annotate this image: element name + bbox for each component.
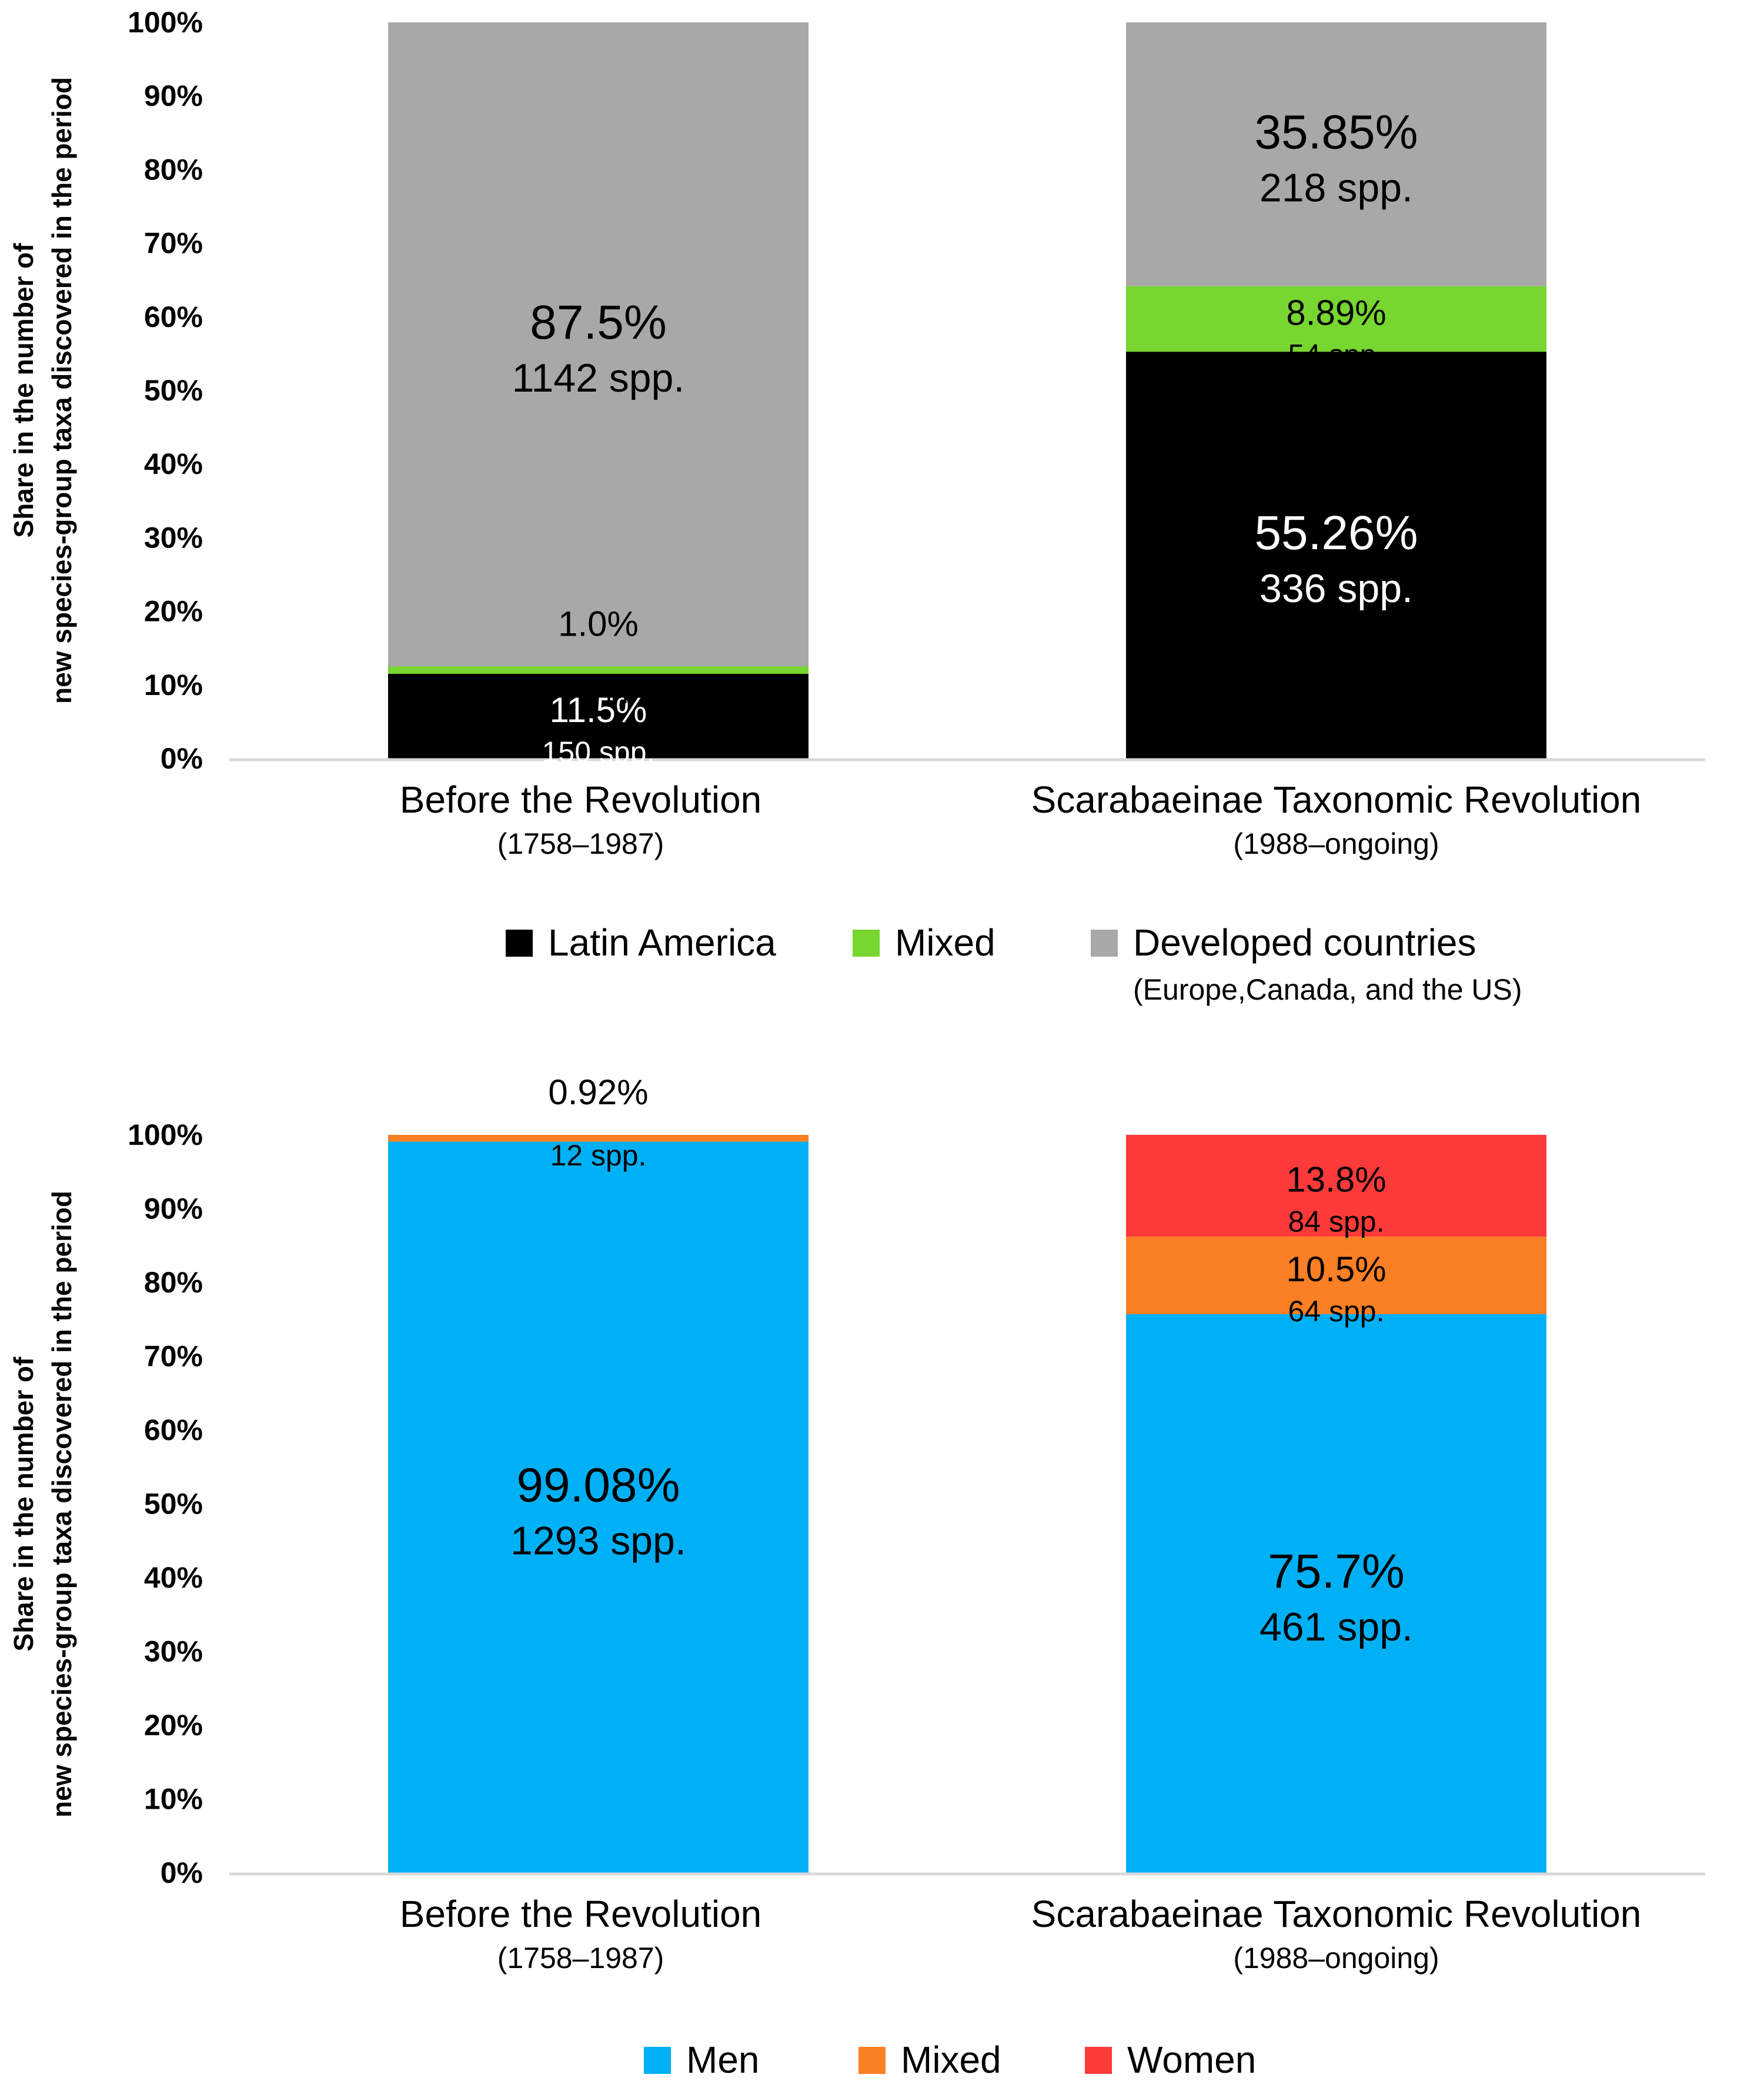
legend-label: Latin America [548,921,776,964]
legend-label: Mixed [901,2039,1001,2081]
legend-swatch [1085,2047,1112,2074]
y-tick-label: 60% [144,300,203,333]
bar-segment [1126,1237,1546,1314]
data-label-species: 1293 spp. [510,1518,686,1563]
data-label-percent: 10.5% [1286,1250,1386,1289]
y-tick-label: 10% [144,669,203,701]
legend-note: (Europe,Canada, and the US) [1133,973,1522,1006]
x-category-label: Before the Revolution [400,779,762,821]
bar-segment [388,1141,808,1873]
legend-swatch [506,930,533,957]
y-tick-label: 80% [144,1266,203,1299]
y-axis-label: Share in the number of [8,1357,39,1652]
legend-swatch [1091,930,1118,957]
y-tick-label: 20% [144,1709,203,1742]
x-category-label: Before the Revolution [400,1893,762,1935]
bar-segment [1126,352,1546,759]
bar-segment [388,674,808,759]
bar-segment [388,666,808,674]
y-tick-label: 80% [144,153,203,186]
data-label-percent: 13.8% [1286,1160,1386,1200]
y-tick-label: 50% [144,1488,203,1521]
x-category-label: Scarabaeinae Taxonomic Revolution [1031,779,1642,821]
legend-label: Women [1127,2039,1256,2081]
bar-segment [388,22,808,667]
data-label-species: 84 spp. [1288,1205,1384,1238]
y-tick-label: 20% [144,595,203,628]
bar-segment [1126,286,1546,352]
y-tick-label: 90% [144,79,203,112]
y-tick-label: 50% [144,374,203,407]
bar-segment [1126,22,1546,286]
y-tick-label: 40% [144,1561,203,1594]
y-tick-label: 30% [144,521,203,554]
legend-swatch [858,2047,886,2074]
y-tick-label: 0% [161,1856,203,1889]
y-tick-label: 70% [144,227,203,260]
data-label-percent: 55.26% [1254,506,1418,560]
x-category-sublabel: (1758–1987) [497,827,664,860]
legend-label: Mixed [895,921,995,964]
bar-segment [1126,1135,1546,1237]
y-tick-label: 40% [144,447,203,480]
y-tick-label: 100% [128,1118,203,1151]
data-label-species: 150 spp. [542,736,655,769]
x-category-label: Scarabaeinae Taxonomic Revolution [1031,1893,1642,1935]
y-tick-label: 30% [144,1635,203,1668]
chart-panel-origin: Share in the number of new species-group … [8,6,1705,1006]
data-label-species: 336 spp. [1259,566,1413,611]
data-label-percent: 8.89% [1286,293,1386,332]
y-tick-label: 90% [144,1192,203,1225]
data-label-percent: 1.0% [558,604,639,644]
data-label-species: 64 spp. [1288,1295,1384,1328]
data-label-percent: 35.85% [1254,105,1418,159]
data-label-percent: 0.92% [548,1073,648,1112]
legend-swatch [853,930,880,957]
x-category-sublabel: (1758–1987) [497,1942,664,1975]
legend-swatch [644,2047,671,2074]
legend-label: Developed countries [1133,921,1476,964]
y-axis-label: new species-group taxa discovered in the… [46,1191,77,1818]
y-axis-label: new species-group taxa discovered in the… [46,77,77,704]
legend-label: Men [686,2039,760,2081]
y-tick-label: 100% [128,6,203,39]
x-category-sublabel: (1988–ongoing) [1233,1942,1439,1975]
chart-panel-gender: Share in the number of new species-group … [8,1073,1705,2081]
y-tick-label: 0% [161,742,203,775]
bar-segment [388,1135,808,1142]
data-label-species: 1142 spp. [512,356,685,400]
data-label-percent: 87.5% [530,296,667,349]
y-tick-label: 60% [144,1414,203,1446]
data-label-species: 461 spp. [1259,1605,1413,1649]
y-tick-label: 70% [144,1340,203,1373]
data-label-percent: 75.7% [1268,1545,1405,1598]
data-label-percent: 99.08% [516,1458,680,1512]
y-axis-label: Share in the number of [8,243,39,538]
data-label-percent: 11.5% [550,690,647,730]
data-label-species: 218 spp. [1259,165,1413,210]
bar-segment [1126,1314,1546,1873]
data-label-species: 13 spp. [550,671,646,704]
data-label-species: 54 spp. [1288,338,1384,371]
x-category-sublabel: (1988–ongoing) [1233,827,1439,860]
y-tick-label: 10% [144,1783,203,1816]
data-label-species: 12 spp. [550,1139,646,1172]
